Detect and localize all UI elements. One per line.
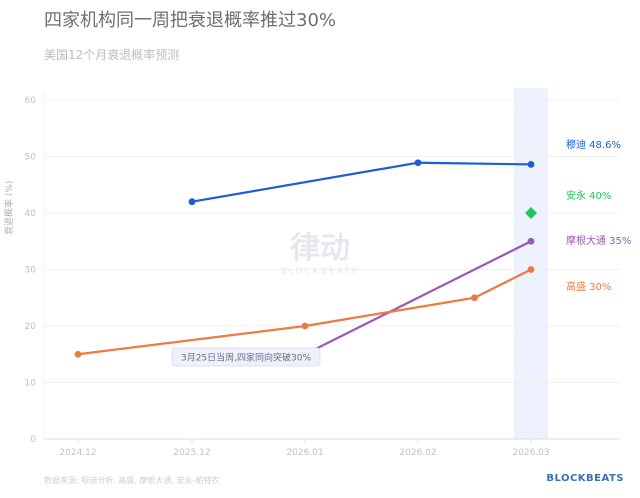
point-0-1 bbox=[415, 159, 422, 166]
watermark-text: 律动 bbox=[290, 231, 350, 266]
x-tick-2024.12: 2024.12 bbox=[59, 448, 96, 458]
y-tick-30: 30 bbox=[25, 266, 37, 276]
y-tick-20: 20 bbox=[25, 322, 37, 332]
brand-logo: BLOCKBEATS bbox=[546, 473, 624, 484]
data-source: 数据来源: 穆迪分析, 高盛, 摩根大通, 安永-帕特农 bbox=[44, 475, 219, 486]
point-3-3 bbox=[528, 266, 535, 273]
annotation: 3月25日当周,四家同向突破30% bbox=[172, 348, 320, 366]
point-2-1 bbox=[528, 238, 535, 245]
x-ticks: 2024.12 2025.12 2026.01 2026.02 2026.03 bbox=[59, 439, 549, 458]
series-label-2: 摩根大通 35% bbox=[566, 234, 631, 247]
point-0-0 bbox=[189, 198, 196, 205]
series-label-1: 安永 40% bbox=[566, 189, 611, 202]
x-tick-2026.02: 2026.02 bbox=[399, 448, 436, 458]
highlight-band bbox=[514, 88, 548, 439]
watermark-sub: BLOCKBEATS bbox=[281, 267, 360, 277]
point-0-2 bbox=[528, 161, 535, 168]
series-line-0 bbox=[192, 163, 531, 202]
x-tick-2026.03: 2026.03 bbox=[512, 448, 549, 458]
annotation-text: 3月25日当周,四家同向突破30% bbox=[181, 352, 311, 364]
y-tick-60: 60 bbox=[25, 96, 37, 106]
y-tick-10: 10 bbox=[25, 379, 37, 389]
y-ticks: 0 10 20 30 40 50 60 bbox=[25, 96, 37, 445]
y-tick-50: 50 bbox=[25, 153, 37, 163]
point-3-0 bbox=[75, 351, 82, 358]
series-label-3: 高盛 30% bbox=[566, 280, 611, 293]
y-tick-0: 0 bbox=[30, 435, 36, 445]
point-3-1 bbox=[302, 323, 309, 330]
x-tick-2025.12: 2025.12 bbox=[173, 448, 210, 458]
series-line-3 bbox=[78, 270, 531, 355]
y-tick-40: 40 bbox=[25, 209, 37, 219]
x-tick-2026.01: 2026.01 bbox=[286, 448, 323, 458]
series-label-0: 穆迪 48.6% bbox=[566, 138, 621, 151]
point-3-2 bbox=[471, 294, 478, 301]
